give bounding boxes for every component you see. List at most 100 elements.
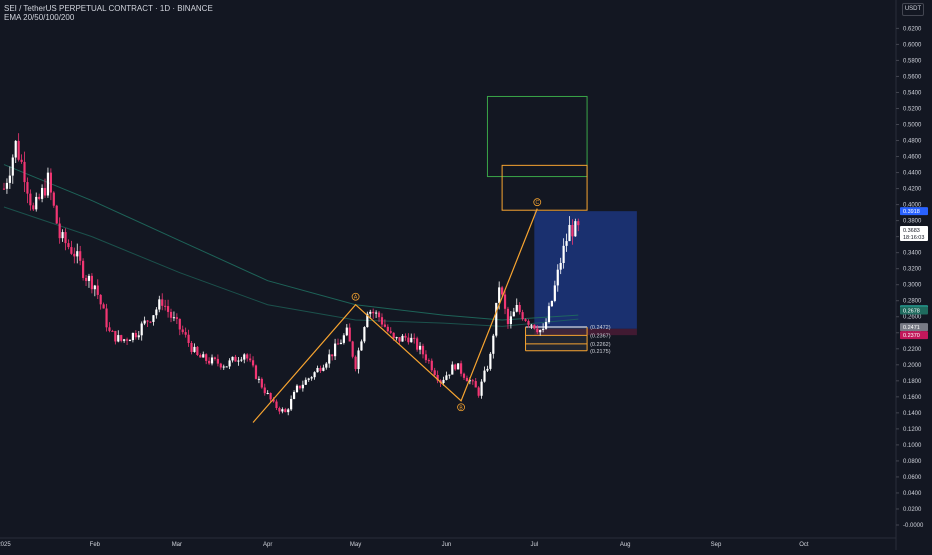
candle-body: [90, 275, 93, 290]
y-tick-label: 0.0800: [903, 459, 922, 465]
candle-body: [131, 332, 135, 341]
candle-body: [316, 367, 319, 373]
candle-body: [237, 360, 240, 362]
candle-body: [357, 350, 360, 370]
candle-body: [427, 360, 430, 362]
candle-body: [149, 321, 152, 323]
candle-body: [430, 360, 433, 371]
candle-body: [222, 366, 225, 368]
candle-body: [468, 380, 471, 382]
y-tick-label: 0.3000: [903, 283, 922, 289]
candle-body: [5, 182, 9, 189]
candle-body: [354, 356, 357, 370]
price-label: 0.2370: [903, 333, 920, 339]
candle-body: [442, 379, 445, 383]
candle-body: [418, 345, 422, 350]
candle-body: [515, 305, 518, 312]
candle-body: [565, 241, 568, 246]
candle-body: [93, 285, 96, 290]
candle-body: [489, 353, 492, 369]
y-tick-label: 0.5200: [903, 106, 922, 112]
candle-body: [61, 232, 64, 239]
y-tick-label: 0.2200: [903, 347, 922, 353]
candle-body: [49, 172, 52, 193]
candle-body: [210, 357, 214, 364]
candle-body: [269, 392, 272, 400]
candle-body: [172, 317, 176, 319]
candle-body: [178, 318, 181, 330]
candle-body: [298, 385, 302, 389]
candle-body: [556, 269, 559, 286]
candle-body: [436, 374, 439, 381]
candle-body: [216, 358, 219, 364]
wave-point-marker: [351, 292, 360, 301]
x-tick-label: Jul: [530, 542, 538, 548]
candle-body: [536, 328, 539, 333]
candle-body: [392, 332, 395, 339]
candle-body: [254, 365, 258, 379]
candle-body: [196, 346, 199, 356]
candle-body: [451, 364, 454, 375]
candle-body: [509, 316, 512, 325]
candle-body: [70, 247, 73, 254]
candle-body: [398, 337, 401, 342]
candle-body: [348, 327, 351, 342]
candle-body: [76, 251, 79, 257]
candle-body: [143, 320, 146, 324]
candle-body: [501, 287, 504, 295]
candle-body: [462, 373, 466, 378]
candle-body: [14, 140, 17, 158]
candle-body: [249, 358, 252, 361]
candle-body: [421, 345, 425, 355]
x-tick-label: Mar: [172, 542, 182, 548]
candle-body: [243, 354, 246, 360]
y-tick-label: 0.4800: [903, 139, 922, 145]
candle-body: [234, 356, 237, 362]
candle-body: [339, 342, 343, 345]
fib-label: (0.2175): [590, 349, 611, 355]
ema-line: [3, 206, 579, 327]
position-profit-zone: [534, 211, 637, 329]
x-tick-label: 2025: [0, 542, 11, 548]
candle-body: [512, 311, 515, 317]
y-tick-label: 0.1400: [903, 411, 922, 417]
candle-body: [495, 302, 498, 336]
candle-body: [503, 294, 507, 309]
candle-body: [389, 331, 392, 333]
candle-body: [325, 363, 328, 368]
candle-body: [32, 205, 35, 210]
wave-label-a: A: [354, 295, 358, 301]
unit-badge[interactable]: USDT: [902, 3, 924, 16]
price-label-tag: [900, 306, 928, 315]
candle-body: [477, 387, 480, 396]
ema-line: [3, 164, 579, 321]
candle-body: [260, 378, 263, 388]
candle-body: [225, 366, 228, 368]
candle-body: [281, 409, 284, 412]
y-tick-label: 0.2800: [903, 299, 922, 305]
candle-body: [137, 335, 140, 338]
candle-body: [474, 381, 477, 388]
candle-body: [87, 275, 91, 281]
x-tick-label: May: [350, 542, 361, 548]
candle-body: [11, 157, 14, 176]
y-tick-label: 0.4600: [903, 155, 922, 161]
y-tick-label: -0.0000: [903, 523, 924, 529]
candle-body: [105, 308, 108, 328]
x-tick-label: Oct: [799, 542, 809, 548]
price-label: 0.2678: [903, 308, 920, 314]
candle-body: [38, 196, 41, 199]
candle-body: [448, 374, 451, 376]
candle-body: [67, 243, 70, 248]
candle-body: [26, 182, 29, 194]
candle-body: [246, 354, 249, 359]
candle-body: [416, 338, 419, 350]
countdown-label: 18:16:03: [903, 235, 924, 241]
candle-body: [111, 330, 114, 332]
candle-body: [155, 309, 158, 316]
price-label: 0.2471: [903, 325, 920, 331]
candle-body: [550, 300, 554, 307]
y-tick-label: 0.2600: [903, 315, 922, 321]
candle-body: [395, 337, 398, 339]
